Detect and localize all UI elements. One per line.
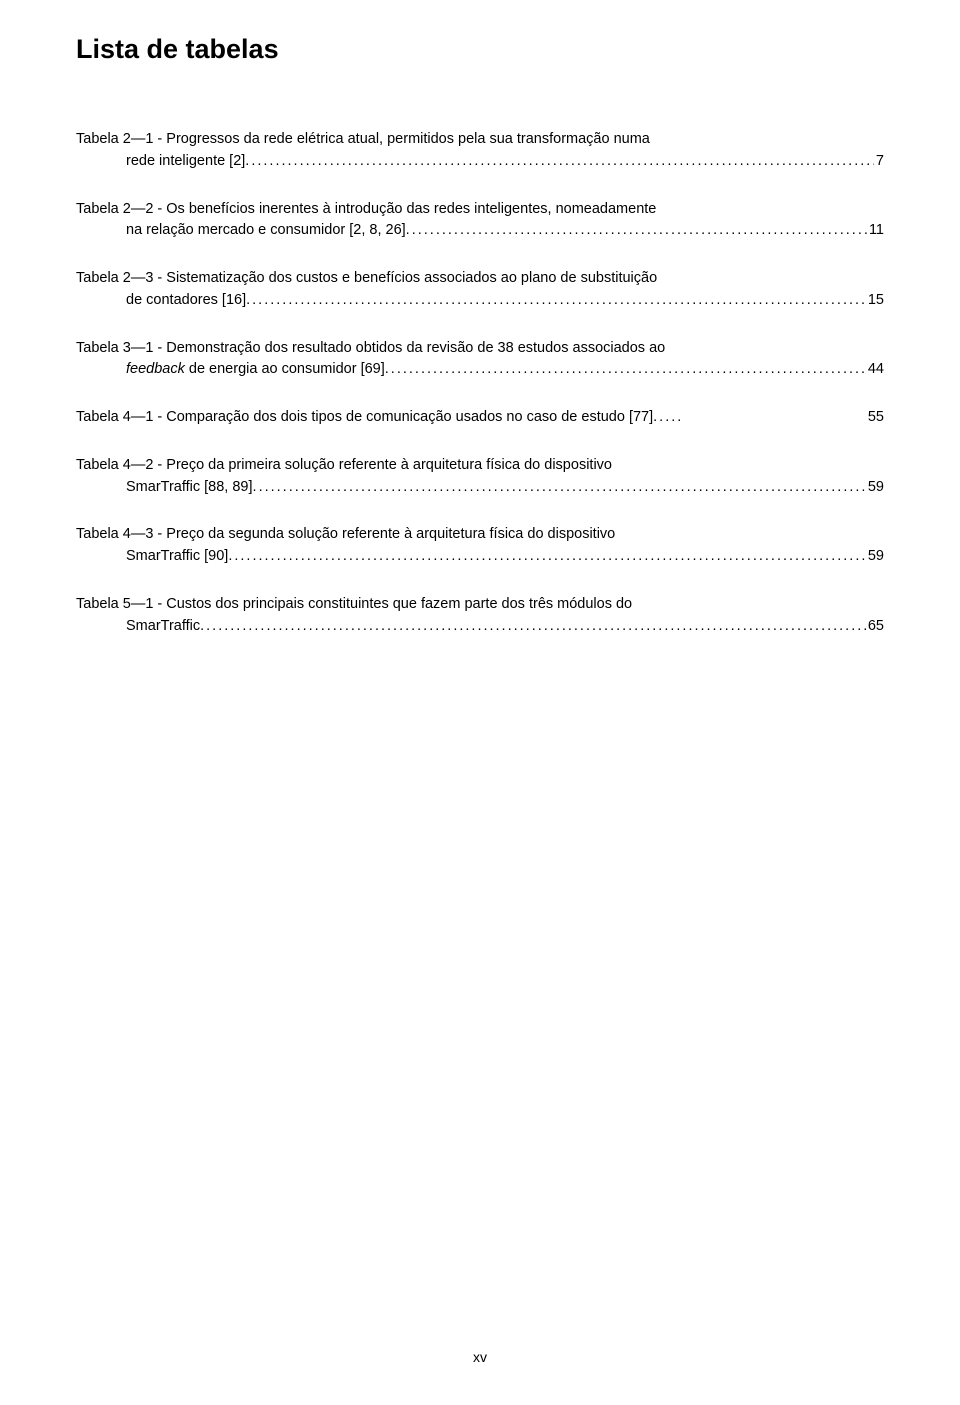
toc-page-num: 44 xyxy=(868,359,884,381)
toc-leader: ........................................… xyxy=(412,220,867,242)
toc-entry-line1: Tabela 2—1 - Progressos da rede elétrica… xyxy=(76,129,884,151)
toc-list: Tabela 2—1 - Progressos da rede elétrica… xyxy=(76,129,884,637)
toc-entry: Tabela 2—2 - Os benefícios inerentes à i… xyxy=(76,199,884,243)
toc-entry: Tabela 4—3 - Preço da segunda solução re… xyxy=(76,524,884,568)
toc-leader: .... xyxy=(659,407,866,429)
toc-page-num: 7 xyxy=(876,151,884,173)
toc-leader: ........................................… xyxy=(206,616,866,638)
toc-leader: ........................................… xyxy=(391,359,866,381)
toc-entry: Tabela 5—1 - Custos dos principais const… xyxy=(76,594,884,638)
toc-entry: Tabela 2—1 - Progressos da rede elétrica… xyxy=(76,129,884,173)
toc-entry-line2: SmarTraffic [90]. xyxy=(126,546,232,568)
toc-entry-line2: feedback de energia ao consumidor [69]. xyxy=(126,359,389,381)
toc-entry: Tabela 3—1 - Demonstração dos resultado … xyxy=(76,338,884,382)
page-footer: xv xyxy=(473,1349,487,1365)
toc-entry-line2: rede inteligente [2]. xyxy=(126,151,249,173)
toc-page-num: 55 xyxy=(868,407,884,429)
toc-leader: ........................................… xyxy=(259,477,866,499)
toc-entry-line2: de contadores [16]. xyxy=(126,290,250,312)
toc-entry-line1: Tabela 4—3 - Preço da segunda solução re… xyxy=(76,524,884,546)
toc-page-num: 11 xyxy=(869,220,884,242)
toc-entry: Tabela 4—1 - Comparação dos dois tipos d… xyxy=(76,407,884,429)
toc-entry-line1: Tabela 2—3 - Sistematização dos custos e… xyxy=(76,268,884,290)
toc-leader: ........................................… xyxy=(251,151,874,173)
toc-entry-line2: SmarTraffic. xyxy=(126,616,204,638)
toc-entry-line1: Tabela 4—2 - Preço da primeira solução r… xyxy=(76,455,884,477)
toc-leader: ........................................… xyxy=(252,290,866,312)
toc-leader: ........................................… xyxy=(234,546,865,568)
toc-entry-line2-suffix: de energia ao consumidor [69]. xyxy=(185,361,389,377)
toc-entry-line1: Tabela 3—1 - Demonstração dos resultado … xyxy=(76,338,884,360)
toc-page-num: 59 xyxy=(868,546,884,568)
toc-entry-line1: Tabela 2—2 - Os benefícios inerentes à i… xyxy=(76,199,884,221)
toc-page-num: 15 xyxy=(868,290,884,312)
toc-italic-word: feedback xyxy=(126,361,185,377)
toc-entry: Tabela 4—2 - Preço da primeira solução r… xyxy=(76,455,884,499)
toc-page-num: 65 xyxy=(868,616,884,638)
page-title: Lista de tabelas xyxy=(76,34,884,65)
toc-entry-single: Tabela 4—1 - Comparação dos dois tipos d… xyxy=(76,407,657,429)
toc-entry-line2: SmarTraffic [88, 89]. xyxy=(126,477,257,499)
toc-entry-line2: na relação mercado e consumidor [2, 8, 2… xyxy=(126,220,410,242)
toc-page-num: 59 xyxy=(868,477,884,499)
toc-entry: Tabela 2—3 - Sistematização dos custos e… xyxy=(76,268,884,312)
toc-entry-line1: Tabela 5—1 - Custos dos principais const… xyxy=(76,594,884,616)
